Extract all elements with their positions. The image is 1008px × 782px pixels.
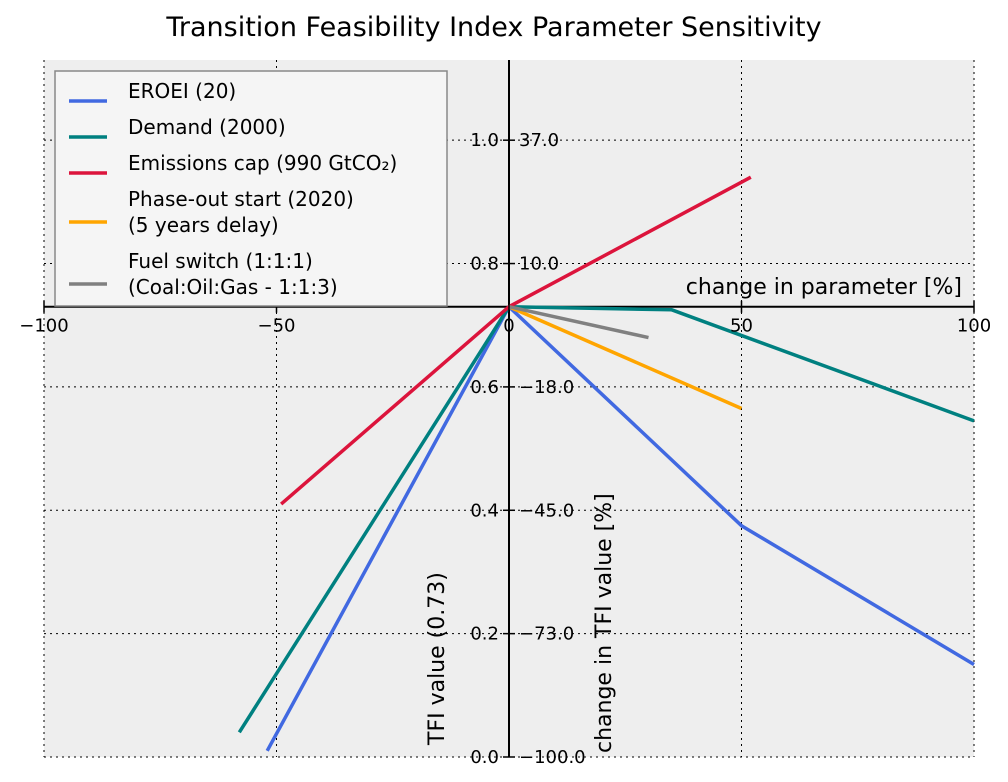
tick-labels: −100 −50 0 50 100 0.0 −100.0 0.2 −73.0 0.4 −45.0 0.… <box>19 130 991 768</box>
x-tick-label: −100 <box>19 316 68 337</box>
y2-tick-label: −73.0 <box>519 624 574 645</box>
y2-tick-label: −100.0 <box>519 747 586 768</box>
legend-label-1: Demand (2000) <box>128 115 286 139</box>
y-tick-label: 0.4 <box>470 500 499 521</box>
y-axis-label-right: change in TFI value [%] <box>592 493 617 753</box>
x-axis-label: change in parameter [%] <box>686 275 962 300</box>
x-tick-label: 100 <box>957 316 991 337</box>
series-line-4 <box>508 305 649 340</box>
y-tick-label: 1.0 <box>470 130 499 151</box>
x-tick-label: 50 <box>730 316 753 337</box>
legend-label-2: Emissions cap (990 GtCO₂) <box>128 151 397 175</box>
legend-box <box>54 70 448 307</box>
y-tick-label: 0.0 <box>470 747 499 768</box>
series-line-3 <box>508 305 743 411</box>
legend: EROEI (20) Demand (2000) Emissions cap (99… <box>54 70 448 307</box>
y2-tick-label: 37.0 <box>519 130 559 151</box>
legend-label-0: EROEI (20) <box>128 79 236 103</box>
y2-tick-label: −45.0 <box>519 500 574 521</box>
series-line-0 <box>265 304 975 752</box>
series-line-1 <box>237 304 975 734</box>
y2-tick-label: 10.0 <box>519 254 559 275</box>
chart-title: Transition Feasibility Index Parameter S… <box>165 12 821 43</box>
x-tick-label: 0 <box>503 316 514 337</box>
y-axis-label-left: TFI value (0.73) <box>425 572 450 746</box>
legend-label-4: Fuel switch (1:1:1) (Coal:Oil:Gas - 1:1:3… <box>128 249 338 299</box>
x-tick-label: −50 <box>258 316 296 337</box>
y2-tick-label: −18.0 <box>519 377 574 398</box>
y-tick-label: 0.6 <box>470 377 499 398</box>
y-tick-label: 0.2 <box>470 624 499 645</box>
legend-label-3: Phase-out start (2020) (5 years delay) <box>128 187 354 237</box>
y-tick-label: 0.8 <box>470 254 499 275</box>
